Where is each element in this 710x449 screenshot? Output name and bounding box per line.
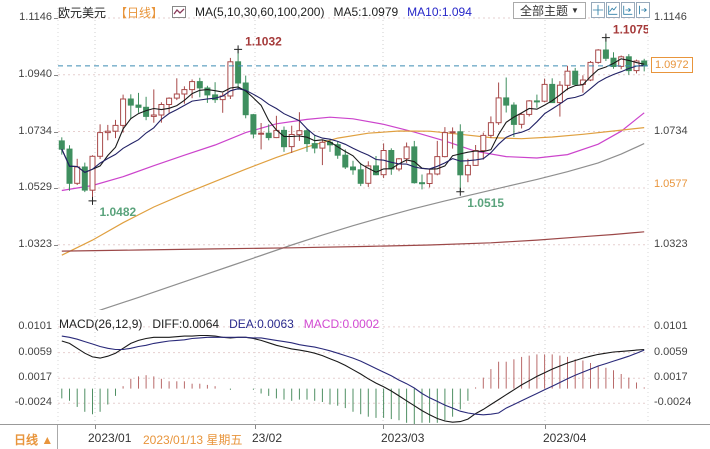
ma10-value: MA10:1.094 xyxy=(407,5,472,19)
ma-settings-label: MA(5,10,30,60,100,200) xyxy=(195,5,325,19)
diff-line xyxy=(61,334,645,423)
crosshair-icon[interactable] xyxy=(591,2,605,18)
time-axis-tick xyxy=(255,425,256,429)
time-axis-label: 23/02 xyxy=(252,431,283,445)
price-axis-label-left: 1.0940 xyxy=(18,67,52,80)
dea-value: DEA:0.0063 xyxy=(229,317,294,331)
ma5-value: MA5:1.0979 xyxy=(333,5,399,19)
selected-date-label: 2023/01/13 星期五 xyxy=(143,433,243,447)
chart-type-icon[interactable] xyxy=(172,6,187,18)
macd-axis-label-right: 0.0101 xyxy=(654,319,688,332)
extreme-marker-cross xyxy=(456,187,465,196)
macd-axis-label-left: 0.0059 xyxy=(18,345,52,358)
time-axis-tick xyxy=(545,425,546,429)
time-axis-tick xyxy=(383,425,384,429)
extreme-price-label: 1.1032 xyxy=(245,34,282,48)
last-price-tag: 1.0972 xyxy=(651,56,693,73)
price-axis-label-left: 1.1146 xyxy=(19,11,52,23)
extreme-price-label: 1.0482 xyxy=(100,205,137,219)
extreme-marker-cross xyxy=(601,33,610,42)
extreme-marker-cross xyxy=(234,45,243,54)
extreme-price-label: 1.0515 xyxy=(467,196,504,210)
time-axis-label: 2023/04 xyxy=(543,431,587,445)
ma10-line xyxy=(61,65,645,174)
price-axis-tick xyxy=(54,74,58,76)
macd-pane xyxy=(61,334,645,424)
extreme-marker-cross xyxy=(88,196,97,205)
ma100-line xyxy=(98,143,645,310)
ma200-line xyxy=(61,231,645,252)
chevron-down-icon: ▼ xyxy=(571,6,579,15)
macd-axis-label-left: 0.0017 xyxy=(18,371,52,384)
jump-to-latest-icon[interactable] xyxy=(636,2,650,18)
time-axis-bar: 日线 ▲ 2023/01 2023/01/13 星期五 23/02 2023/03 20… xyxy=(0,424,710,449)
ma5-line xyxy=(61,58,645,174)
macd-axis-label-right: 0.0017 xyxy=(654,371,688,384)
price-axis-label-right: 1.0577 xyxy=(654,177,688,190)
price-axis-label-left: 1.0323 xyxy=(18,237,52,250)
chart-toolbar xyxy=(591,2,650,18)
zoom-range-icon[interactable] xyxy=(606,2,620,18)
macd-axis-label-left: -0.0024 xyxy=(14,396,52,409)
theme-selector-button[interactable]: 全部主题 ▼ xyxy=(513,2,586,19)
price-axis-label-left: 1.0529 xyxy=(18,180,52,193)
chart-plot-area[interactable] xyxy=(58,8,648,425)
chart-legend: 欧元美元 【日线】 MA(5,10,30,60,100,200) MA5:1.0… xyxy=(58,4,472,20)
price-axis-tick xyxy=(54,244,58,246)
price-axis-label-right: 1.1146 xyxy=(654,11,687,23)
price-axis-tick xyxy=(54,131,58,133)
diff-value: DIFF:0.0064 xyxy=(152,317,220,331)
period-label: 【日线】 xyxy=(115,5,164,20)
price-axis-label-left: 1.0734 xyxy=(18,124,52,137)
macd-axis-label-right: 0.0059 xyxy=(654,345,688,358)
tab-daily-period[interactable]: 日线 ▲ xyxy=(14,433,54,447)
macd-value: MACD:0.0002 xyxy=(303,317,380,331)
price-axis-label-right: 1.0734 xyxy=(654,124,688,137)
price-pane: 1.1032 1.1075 1.0482 1.0515 xyxy=(58,23,650,310)
time-axis-label: 2023/01 xyxy=(88,431,132,445)
price-axis-tick xyxy=(54,187,58,189)
macd-params-label: MACD(26,12,9) xyxy=(59,317,143,331)
time-axis-label: 2023/03 xyxy=(381,431,425,445)
price-axis-label-right: 1.0323 xyxy=(654,237,688,250)
price-axis-tick xyxy=(54,18,58,19)
ma30-line xyxy=(61,112,645,192)
ma60-line xyxy=(61,127,645,256)
symbol-name: 欧元美元 xyxy=(58,5,107,20)
extreme-price-label: 1.1075 xyxy=(613,23,650,37)
macd-axis-label-left: 0.0101 xyxy=(18,319,52,332)
theme-selector-label: 全部主题 xyxy=(520,4,569,18)
time-axis-tick xyxy=(95,425,96,429)
macd-legend: MACD(26,12,9) DIFF:0.0064 DEA:0.0063 MAC… xyxy=(59,317,379,331)
macd-axis-label-right: -0.0024 xyxy=(654,396,692,409)
bottombar-divider xyxy=(57,425,58,449)
pan-right-icon[interactable] xyxy=(621,2,635,18)
dea-line xyxy=(61,335,645,416)
